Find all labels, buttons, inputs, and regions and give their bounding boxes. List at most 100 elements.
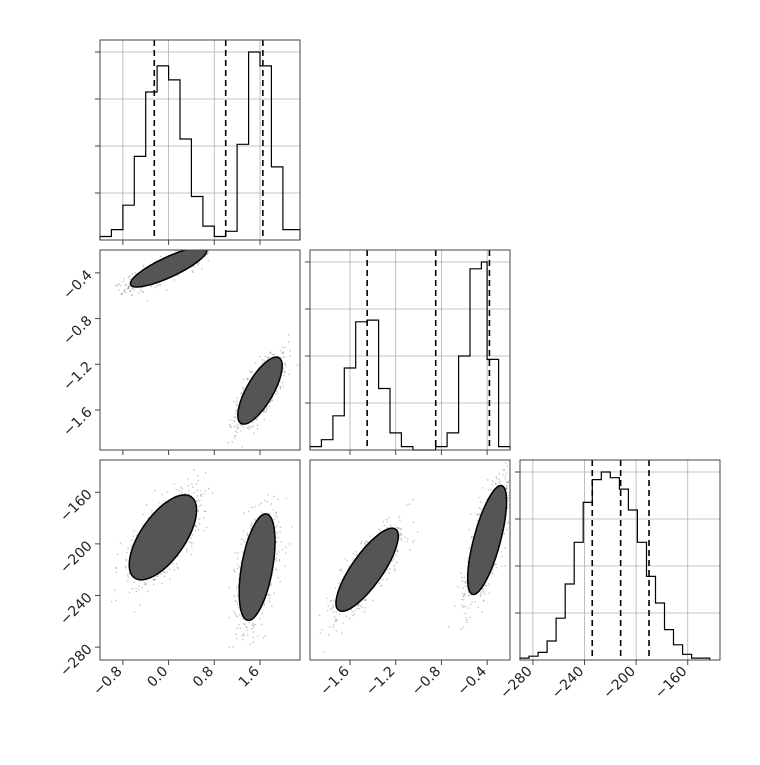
scatter-point [333,606,335,608]
scatter-point [266,407,268,409]
scatter-point [277,577,279,579]
scatter-point [237,552,239,554]
scatter-point [491,484,493,486]
density-contour [126,240,210,294]
scatter-point [409,503,411,505]
scatter-point [143,266,145,268]
scatter-point [186,551,188,553]
scatter-point [188,493,190,495]
scatter-point [237,558,239,560]
scatter-point [254,519,256,521]
scatter-point [141,587,143,589]
scatter-point [252,642,254,644]
scatter-point [365,599,367,601]
scatter-point [191,483,193,485]
scatter-point [169,579,171,581]
scatter-point [193,542,195,544]
scatter-point [349,618,351,620]
scatter-point [462,581,464,583]
scatter-point [247,427,249,429]
scatter-point [285,365,287,367]
scatter-point [356,554,358,556]
scatter-point [195,447,197,449]
scatter-point [352,615,354,617]
scatter-point [151,510,153,512]
scatter-point [154,579,156,581]
scatter-point [164,576,166,578]
scatter-point [249,371,251,373]
scatter-point [267,406,269,408]
scatter-point [237,424,239,426]
scatter-point [146,504,148,506]
scatter-point [192,247,194,249]
scatter-point [197,475,199,477]
scatter-point [154,490,156,492]
scatter-point [205,248,207,250]
scatter-point [406,505,408,507]
scatter-point [257,635,259,637]
scatter-point [346,560,348,562]
scatter-point [224,244,226,246]
scatter-point [190,243,192,245]
scatter-point [264,603,266,605]
scatter-point [273,496,275,498]
scatter-point [176,563,178,565]
scatter-point [327,605,329,607]
scatter-point [212,492,214,494]
scatter-point [481,611,483,613]
scatter-point [487,479,489,481]
scatter-point [204,240,206,242]
scatter-point [197,490,199,492]
scatter-point [212,241,214,243]
scatter-point [143,582,145,584]
scatter-point [237,564,239,566]
scatter-point [506,482,508,484]
scatter-point [396,527,398,529]
scatter-point [193,492,195,494]
scatter-point [395,554,397,556]
scatter-point [393,565,395,567]
scatter-point [261,359,263,361]
scatter-point [271,503,273,505]
scatter-point [246,533,248,535]
scatter-point [142,514,144,516]
scatter-point [319,615,321,617]
scatter-point [237,603,239,605]
scatter-point [197,246,199,248]
scatter-point [193,247,195,249]
scatter-point [238,607,240,609]
scatter-point [238,427,240,429]
scatter-point [193,235,195,237]
scatter-point [241,635,243,637]
scatter-point [125,292,127,294]
scatter-point [486,585,488,587]
scatter-point [127,576,129,578]
scatter-point [335,611,337,613]
scatter-point [139,604,141,606]
scatter-point [235,410,237,412]
scatter-point [268,356,270,358]
scatter-point [254,624,256,626]
scatter-point [235,613,237,615]
scatter-point [252,624,254,626]
scatter-point [252,422,254,424]
scatter-point [483,600,485,602]
scatter-point [209,247,211,249]
scatter-point [249,622,251,624]
scatter-point [236,638,238,640]
scatter-point [289,355,291,357]
scatter-point [180,248,182,250]
scatter-point [285,547,287,549]
scatter-point [330,601,332,603]
scatter-point [276,560,278,562]
scatter-point [339,613,341,615]
scatter-point [361,541,363,543]
scatter-point [131,294,133,296]
scatter-point [174,569,176,571]
scatter-point [197,495,199,497]
scatter-point [454,606,456,608]
scatter-point [203,530,205,532]
scatter-point [409,549,411,551]
scatter-point [278,498,280,500]
scatter-point [279,581,281,583]
